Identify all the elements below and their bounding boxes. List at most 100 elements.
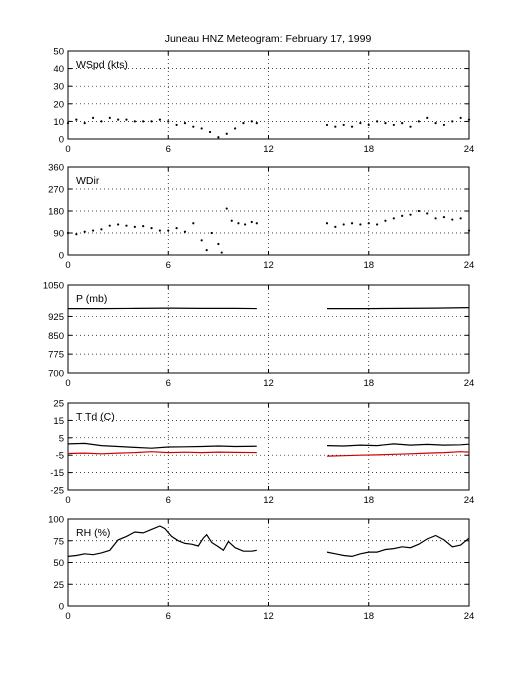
- data-point: [434, 122, 437, 125]
- x-tick-label: 12: [263, 260, 274, 271]
- panel-pressure: 0 6 12 18 24 700 775 850 925 1050 P (mb): [43, 281, 474, 390]
- data-point: [217, 136, 220, 139]
- x-tick-label: 12: [263, 144, 274, 155]
- y-tick-label: -5: [56, 451, 64, 462]
- y-tick-label: 925: [48, 312, 64, 323]
- data-point: [409, 213, 412, 216]
- x-tick-label: 0: [65, 495, 70, 506]
- data-point: [334, 225, 337, 228]
- data-point: [384, 219, 387, 222]
- data-point: [342, 123, 345, 127]
- data-point: [255, 222, 258, 225]
- y-tick-label: 90: [53, 229, 64, 240]
- y-tick-label: 0: [59, 251, 64, 262]
- data-point: [133, 225, 136, 228]
- x-tick-label: 6: [166, 611, 171, 622]
- data-point: [451, 120, 454, 123]
- data-point: [100, 228, 103, 231]
- panel-label: T Td (C): [76, 411, 115, 423]
- y-tick-label: 40: [53, 64, 64, 75]
- data-point: [108, 116, 111, 119]
- data-point: [225, 207, 228, 210]
- data-point: [91, 116, 95, 119]
- data-point: [442, 216, 446, 219]
- data-point: [350, 125, 354, 128]
- x-tick-label: 18: [363, 378, 374, 389]
- data-point: [426, 116, 429, 119]
- data-point: [100, 120, 103, 123]
- data-point: [200, 127, 203, 130]
- data-point: [75, 118, 78, 121]
- panel-temp: 0 6 12 18 24 -25 -15 -5 5 15 25 T Td (C): [50, 399, 474, 507]
- y-tick-label: 775: [48, 350, 64, 361]
- data-point: [117, 223, 120, 226]
- y-tick-label: 30: [53, 82, 64, 93]
- x-tick-label: 24: [464, 495, 475, 506]
- y-tick-label: 10: [53, 117, 64, 128]
- data-point: [125, 118, 128, 121]
- data-point: [401, 214, 404, 217]
- x-tick-label: 12: [263, 611, 274, 622]
- data-point: [150, 120, 153, 123]
- x-tick-label: 24: [464, 378, 475, 389]
- data-point: [384, 122, 387, 125]
- y-tick-label: 270: [48, 185, 64, 196]
- data-point: [220, 251, 223, 254]
- data-point: [350, 222, 354, 225]
- data-point: [230, 219, 233, 222]
- data-point: [434, 217, 437, 220]
- data-point: [225, 132, 228, 135]
- data-point: [417, 209, 420, 213]
- data-point: [142, 120, 145, 123]
- data-point: [142, 225, 145, 228]
- x-tick-label: 18: [363, 495, 374, 506]
- data-point: [205, 249, 208, 252]
- series-line-1: [68, 307, 470, 310]
- data-point: [183, 122, 187, 125]
- y-tick-label: 20: [53, 99, 64, 110]
- data-point: [409, 125, 412, 128]
- data-point: [167, 120, 170, 123]
- data-point: [192, 222, 195, 225]
- panel-label: RH (%): [76, 527, 110, 539]
- y-tick-label: 5: [59, 433, 64, 444]
- y-tick-label: 0: [59, 602, 64, 613]
- y-tick-label: 850: [48, 331, 64, 342]
- data-point: [244, 223, 247, 226]
- data-point: [392, 217, 395, 220]
- data-point: [401, 122, 404, 125]
- panel-label: WSpd (kts): [76, 59, 128, 71]
- data-point: [117, 118, 120, 121]
- x-tick-label: 18: [363, 611, 374, 622]
- y-tick-label: 25: [53, 399, 64, 410]
- data-point: [208, 130, 212, 134]
- y-tick-label: 100: [48, 515, 64, 526]
- x-tick-label: 6: [166, 495, 171, 506]
- data-point: [83, 230, 86, 233]
- y-tick-label: 15: [53, 416, 64, 427]
- y-tick-label: 75: [53, 536, 64, 547]
- data-point: [392, 123, 395, 127]
- data-point: [334, 125, 337, 128]
- x-tick-label: 0: [65, 611, 70, 622]
- x-tick-label: 18: [363, 144, 374, 155]
- data-point: [66, 122, 70, 125]
- data-point: [217, 242, 220, 246]
- data-point: [233, 127, 237, 130]
- data-point: [255, 122, 258, 125]
- series-line-2: [67, 451, 470, 457]
- data-point: [451, 218, 454, 221]
- data-point: [75, 233, 78, 236]
- x-tick-label: 12: [263, 378, 274, 389]
- data-point: [175, 227, 178, 230]
- data-point: [158, 229, 161, 232]
- y-tick-label: 25: [53, 580, 64, 591]
- data-point: [325, 123, 329, 127]
- panel-wspd: 0 6 12 18 24 0 10 20 30 40 50 WSpd (kts): [53, 47, 474, 156]
- data-point: [342, 223, 345, 226]
- data-point: [467, 229, 471, 232]
- series-line-1: [67, 442, 470, 449]
- data-point: [192, 125, 195, 128]
